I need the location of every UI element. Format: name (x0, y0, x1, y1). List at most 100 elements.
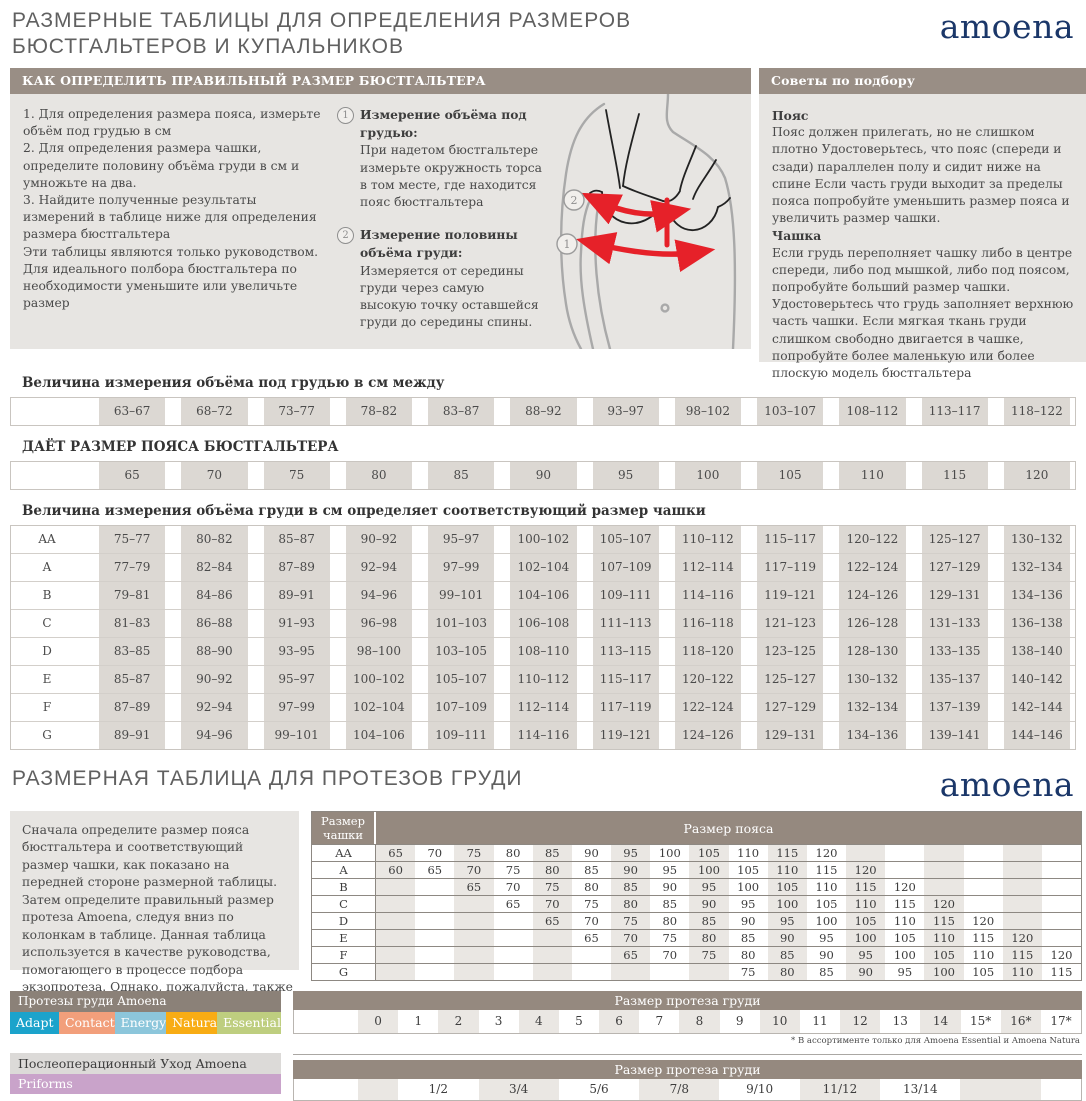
stair-A-col-16 (1002, 862, 1042, 878)
size-cell-9: 9 (735, 1014, 744, 1028)
cup-AA-cell-0: 75–77 (99, 526, 166, 553)
cup-row-AA: AA 75–77 80–82 85–87 90–92 95–97 100–102 105–10… (11, 526, 1075, 553)
pair-end (1041, 1079, 1081, 1100)
priform-size-row: 1/2 3/4 5/6 7/8 9/10 11/12 13/14 (293, 1079, 1082, 1101)
pair-cell-0: 1/2 (428, 1082, 448, 1096)
amoena-logo-2: amoena (939, 765, 1074, 804)
stair-F-col-14: 105 (924, 947, 964, 963)
stair-B-col-7: 90 (662, 880, 678, 894)
stair-A-col-5: 85 (584, 863, 599, 877)
cup-C-label: C (42, 616, 52, 630)
band-cell-10: 115 (921, 462, 988, 489)
underbust-cell-3: 78–82 (345, 398, 412, 425)
stair-AA-col-6: 95 (611, 845, 651, 861)
band-cell-2: 75 (263, 462, 330, 489)
cup-A-cell-9: 122–124 (839, 554, 906, 581)
cup-E-cell-3: 100–102 (345, 666, 412, 693)
stair-AA-col-8: 105 (689, 845, 729, 861)
cup-F-cell-6: 117–119 (592, 694, 659, 721)
cup-G-cell-0: 89–91 (99, 722, 166, 749)
cup-AA-cell-11: 130–132 (1003, 526, 1070, 553)
cup-A-label: A (42, 560, 52, 574)
amoena-logo: amoena (939, 7, 1074, 46)
size-row-label (294, 1010, 358, 1033)
cup-G-cell-9: 134–136 (839, 722, 906, 749)
stair-D-col-8: 85 (689, 913, 729, 929)
pair-cell-3: 7/8 (639, 1079, 720, 1100)
cup-B-cell-2: 89–91 (263, 582, 330, 609)
postop-header-bar: Послеоперационный Уход Amoena (10, 1053, 281, 1074)
cup-A-cell-10: 127–129 (921, 554, 988, 581)
underbust-cell-8: 103–107 (757, 398, 824, 425)
cup-row-B: B 79–81 84–86 89–91 94–96 99–101 104–106 109–11… (11, 581, 1075, 609)
stair-F-col-17: 120 (1050, 948, 1073, 962)
step-3: 3. Найдите полученные результаты измерен… (23, 193, 317, 242)
instructions-text: 1. Для определения размера пояса, измерь… (10, 94, 329, 349)
underbust-row: 63–67 68–72 73–77 78–82 83–87 88–92 93–97 98–10… (10, 397, 1076, 426)
size-cell-13: 13 (892, 1014, 908, 1028)
stair-A-col-11: 115 (815, 863, 838, 877)
stair-F-col-8: 75 (689, 947, 729, 963)
cup-E-cell-2: 95–97 (263, 666, 330, 693)
pair-spacer-right (960, 1079, 1041, 1100)
stair-AA-col-16 (1002, 845, 1042, 861)
size-cell-5: 5 (575, 1014, 583, 1028)
stair-cup-C: C (312, 896, 376, 912)
stair-B-col-2: 65 (454, 879, 494, 895)
figure-marker-2: 2 (571, 194, 578, 207)
band-cell-7: 100 (674, 462, 741, 489)
cup-B-cell-1: 84–86 (181, 582, 248, 609)
cup-C-cell-1: 86–88 (181, 610, 248, 637)
stair-C-col-16 (1002, 896, 1042, 912)
prosthesis-size-row: 0 1 2 3 4 5 6 7 8 9 10 11 12 13 14 15* 16* 17* (293, 1010, 1082, 1034)
stair-C-col-8: 90 (689, 896, 729, 912)
stair-B-col-10: 105 (767, 879, 807, 895)
measurement-descriptions: 1 Измерение объёма под грудью: При надет… (329, 94, 546, 349)
cup-B-label: B (42, 588, 52, 602)
stair-D-col-17 (1042, 913, 1081, 929)
cup-C-cell-3: 96–98 (345, 610, 412, 637)
cup-table-label: Величина измерения объёма груди в см опр… (22, 503, 706, 519)
stair-A-col-9: 105 (737, 863, 760, 877)
stair-AA-col-4: 85 (532, 845, 572, 861)
stair-G-col-8 (689, 964, 729, 980)
size-cell-4: 4 (518, 1010, 559, 1033)
stair-D-col-1 (415, 913, 454, 929)
stair-D-col-15: 120 (972, 914, 995, 928)
cup-C-cell-9: 126–128 (839, 610, 906, 637)
stair-G-col-4 (532, 964, 572, 980)
cup-row-C: C 81–83 86–88 91–93 96–98 101–103 106–108 111–1… (11, 609, 1075, 637)
stair-C-col-11: 105 (815, 897, 838, 911)
pair-cell-1: 3/4 (478, 1079, 559, 1100)
stair-E-col-0 (376, 930, 416, 946)
prosthesis-section-header: РАЗМЕРНАЯ ТАБЛИЦА ДЛЯ ПРОТЕЗОВ ГРУДИ amo… (0, 750, 1086, 811)
size-cell-17: 17* (1050, 1014, 1072, 1028)
underbust-cell-11: 118–122 (1003, 398, 1070, 425)
stair-E-col-3 (494, 930, 533, 946)
stair-row-E: E 65 70 75 80 85 90 95 100 105 110 115 120 (312, 929, 1081, 946)
stair-F-col-6: 65 (611, 947, 651, 963)
cup-C-cell-2: 91–93 (263, 610, 330, 637)
cup-D-cell-2: 93–95 (263, 638, 330, 665)
stair-AA-col-0: 65 (376, 845, 416, 861)
measure-item-1: 1 Измерение объёма под грудью: При надет… (337, 106, 542, 211)
cup-F-cell-4: 107–109 (428, 694, 495, 721)
pair-cell-5: 11/12 (799, 1079, 881, 1100)
cup-size-header: Размер чашки (312, 812, 376, 844)
stair-A-col-12: 120 (846, 862, 886, 878)
stair-G-col-0 (376, 964, 416, 980)
band-cell-9: 110 (839, 462, 906, 489)
cup-F-cell-7: 122–124 (674, 694, 741, 721)
stair-AA-col-17 (1042, 845, 1081, 861)
stair-F-col-3 (494, 947, 533, 963)
priform-size-header: Размер протеза груди (293, 1060, 1082, 1079)
stair-B-col-8: 95 (689, 879, 729, 895)
stair-E-col-2 (454, 930, 494, 946)
stair-AA-col-10: 115 (767, 845, 807, 861)
cup-G-cell-8: 129–131 (757, 722, 824, 749)
tips-belt-text: Пояс должен прилегать, но не слишком пло… (772, 125, 1070, 226)
cup-G-label: G (42, 728, 52, 742)
cup-F-cell-3: 102–104 (345, 694, 412, 721)
staircase-table: Размер чашки Размер пояса AA 65 70 75 80 85 90… (311, 811, 1082, 981)
pair-cell-6: 13/14 (903, 1082, 938, 1096)
